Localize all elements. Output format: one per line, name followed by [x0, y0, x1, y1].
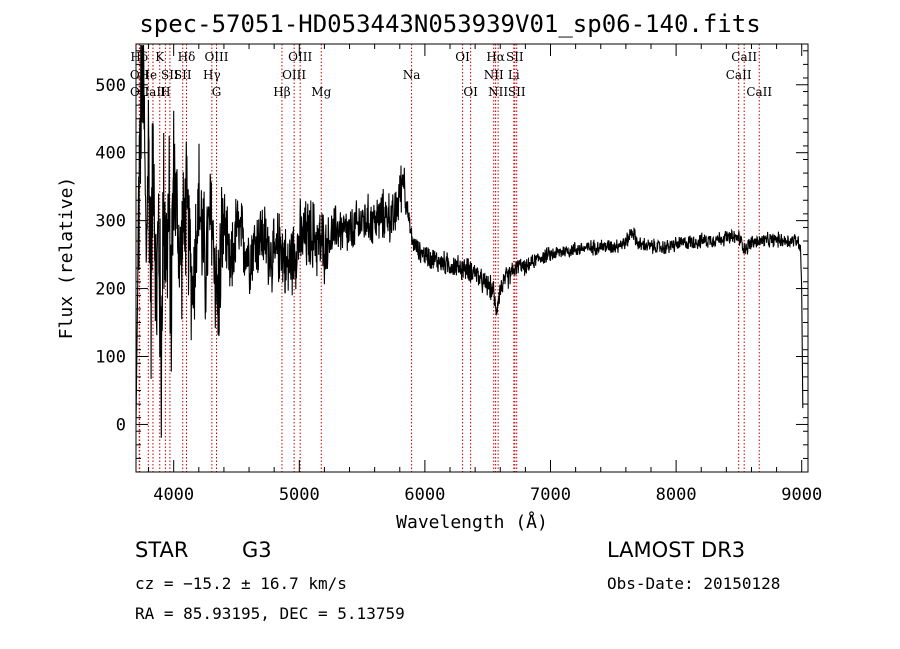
y-tick-label: 0: [116, 415, 126, 435]
line-label: CaII: [731, 50, 757, 64]
line-label: NII: [484, 68, 504, 82]
x-tick-label: 4000: [153, 485, 194, 505]
subclass: G3: [242, 538, 272, 562]
y-tick-label: 400: [95, 144, 126, 164]
line-label: OI: [455, 50, 470, 64]
line-label: Mg: [311, 85, 331, 99]
line-label: CaII: [746, 85, 772, 99]
cz-value: cz = −15.2 ± 16.7 km/s: [135, 574, 347, 593]
x-axis-label: Wavelength (Å): [396, 511, 548, 533]
y-tick-label: 500: [95, 76, 126, 96]
line-label: Hα: [486, 50, 505, 64]
object-type: STAR: [135, 538, 189, 562]
x-axis: 4000 5000 6000 7000 8000 9000: [148, 44, 822, 505]
line-label: SII: [508, 85, 526, 99]
x-tick-label: 5000: [279, 485, 320, 505]
x-tick-label: 9000: [781, 485, 822, 505]
x-tick-label: 7000: [530, 485, 571, 505]
line-label: CaII: [726, 68, 752, 82]
line-label: SII: [174, 68, 192, 82]
line-label: Hγ: [203, 68, 221, 82]
survey-name: LAMOST DR3: [607, 538, 746, 562]
spectrum-line: [135, 44, 804, 438]
line-label: NII: [488, 85, 508, 99]
line-label: Hδ: [178, 50, 196, 64]
x-tick-label: 6000: [404, 485, 445, 505]
line-label: OIII: [282, 68, 306, 82]
y-tick-label: 100: [95, 348, 126, 368]
plot-frame: [135, 43, 809, 473]
line-label: K: [155, 50, 165, 64]
line-label: Hβ: [273, 85, 290, 99]
line-label: OI: [463, 85, 478, 99]
line-label: CaII: [140, 85, 166, 99]
obs-date: Obs-Date: 20150128: [607, 574, 781, 593]
line-label: G: [212, 85, 222, 99]
y-tick-label: 200: [95, 280, 126, 300]
line-label: Na: [403, 68, 421, 82]
line-label: H: [160, 85, 170, 99]
y-tick-label: 300: [95, 212, 126, 232]
y-axis: 0 100 200 300 400 500: [95, 50, 808, 459]
line-label: SII: [506, 50, 524, 64]
line-label: OII: [130, 68, 150, 82]
y-axis-label: Flux (relative): [56, 177, 77, 340]
coordinates: RA = 85.93195, DEC = 5.13759: [135, 604, 405, 623]
line-label: Hδ: [130, 50, 148, 64]
line-label: Li: [508, 68, 520, 82]
line-label: SII: [161, 68, 179, 82]
line-label: OIII: [288, 50, 312, 64]
x-tick-label: 8000: [656, 485, 697, 505]
chart-title: spec-57051-HD053443N053939V01_sp06-140.f…: [139, 10, 761, 38]
line-label: OIII: [204, 50, 228, 64]
